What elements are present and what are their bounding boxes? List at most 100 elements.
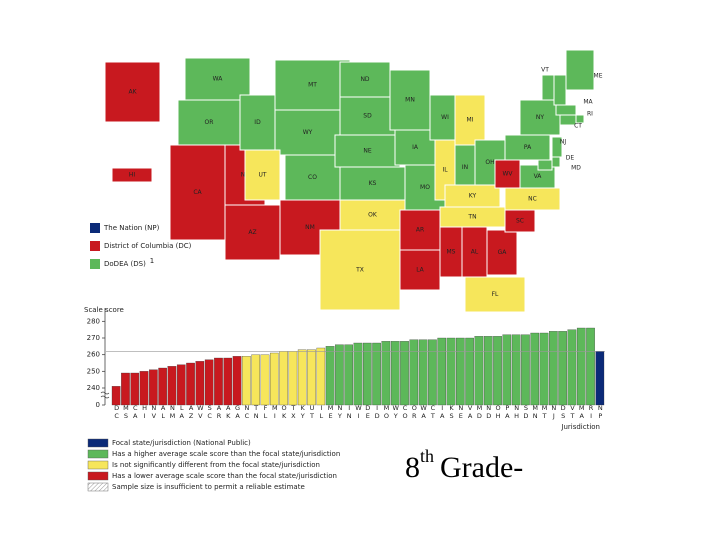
state: [464, 276, 526, 313]
map-legend-swatch: [90, 223, 100, 233]
state-label: OH: [485, 159, 494, 166]
bar: [307, 349, 316, 406]
x-tick-label: WY: [392, 404, 400, 420]
state-label: TN: [467, 214, 476, 221]
state-label: OR: [205, 119, 214, 126]
state-label: AR: [416, 227, 424, 234]
x-tick-label: NE: [457, 404, 465, 420]
state-label: HI: [129, 172, 136, 179]
legend-swatch: [87, 449, 109, 459]
bar: [493, 336, 502, 406]
state: [541, 74, 555, 101]
legend-swatch: [87, 438, 109, 448]
legend-label: Is not significantly different from the …: [112, 461, 320, 469]
x-tick-label: DS: [559, 404, 567, 420]
axis-break: [100, 391, 110, 399]
x-tick-label: GA: [234, 404, 242, 420]
bar: [381, 341, 391, 406]
bar: [437, 337, 447, 406]
bar: [186, 362, 195, 406]
state-label: MO: [420, 184, 430, 191]
x-tick-label: OR: [410, 404, 418, 420]
caption-number: 8: [405, 451, 420, 484]
bar: [539, 332, 549, 406]
x-tick-label: NH: [513, 404, 521, 420]
x-tick-label: SC: [206, 404, 214, 420]
state: [319, 229, 401, 311]
legend-label: Has a higher average scale score than th…: [112, 450, 340, 458]
caption-text: Grade-: [440, 451, 523, 484]
bar: [465, 337, 474, 406]
state-label: VT: [541, 67, 549, 74]
state-label: IN: [462, 164, 468, 171]
legend-label: Sample size is insufficient to permit a …: [112, 483, 305, 491]
x-tick-label: TX: [289, 404, 297, 420]
state: [389, 69, 431, 131]
state-label: OK: [368, 212, 378, 219]
map-legend-label: The Nation (NP): [103, 224, 160, 232]
bar: [260, 354, 270, 406]
bar: [288, 351, 298, 406]
state: [177, 99, 241, 146]
x-tick-label: MO: [382, 404, 390, 420]
bar: [474, 336, 484, 406]
state-label: MT: [308, 82, 317, 89]
x-tick-label: PA: [503, 404, 511, 420]
x-tick-label: AZ: [187, 404, 195, 420]
bar: [344, 344, 353, 406]
map-legend-swatch: [90, 241, 100, 251]
state-label: PA: [524, 144, 532, 151]
x-tick-label: MT: [541, 404, 549, 420]
x-tick-label: VT: [568, 404, 576, 420]
y-axis-label: Scale score: [84, 306, 124, 314]
bar: [167, 366, 177, 406]
bar: [502, 334, 512, 406]
state: [559, 114, 577, 126]
state-label: AZ: [248, 229, 256, 236]
bar: [576, 327, 586, 406]
bar: [214, 357, 223, 406]
legend-swatch: [87, 460, 109, 470]
bar: [223, 357, 233, 406]
state: [104, 61, 161, 123]
x-tick-label: NM: [168, 404, 176, 420]
state-label: DE: [566, 155, 575, 162]
x-tick-label: FL: [261, 404, 269, 420]
x-tick-label: WI: [355, 404, 363, 420]
state: [394, 129, 436, 166]
state-label: ME: [594, 73, 603, 80]
x-tick-label: MS: [122, 404, 130, 420]
y-tick-label: 260: [87, 351, 100, 359]
state-label: MA: [583, 99, 593, 106]
state-label: RI: [587, 111, 593, 118]
state: [184, 57, 251, 101]
y-tick-label: 270: [87, 334, 100, 342]
x-tick-label: OH: [494, 404, 502, 420]
state-label: KS: [369, 180, 377, 187]
state: [399, 249, 441, 291]
bar: [567, 329, 577, 406]
state: [239, 94, 276, 151]
x-axis-label: Jurisdiction: [560, 423, 600, 431]
x-tick-label: NC: [243, 404, 251, 420]
state: [565, 49, 595, 91]
bar: [456, 337, 465, 406]
x-tick-label: IN: [345, 404, 353, 420]
map-legend-swatch: [90, 259, 100, 269]
bar: [595, 351, 605, 406]
state-label: MS: [447, 249, 456, 256]
state-label: NM: [305, 224, 315, 231]
map-legend-label: DoDEA (DS): [104, 260, 146, 268]
state-label: NC: [528, 196, 537, 203]
x-tick-label: NV: [150, 404, 158, 420]
x-tick-label: KY: [299, 404, 307, 420]
bar: [558, 331, 567, 406]
x-tick-label: MI: [271, 404, 279, 420]
state-label: KY: [469, 193, 477, 200]
x-tick-label: SD: [522, 404, 530, 420]
state-label: WV: [502, 171, 513, 178]
state-label: ID: [254, 119, 261, 126]
state: [486, 229, 518, 276]
state: [553, 74, 567, 106]
